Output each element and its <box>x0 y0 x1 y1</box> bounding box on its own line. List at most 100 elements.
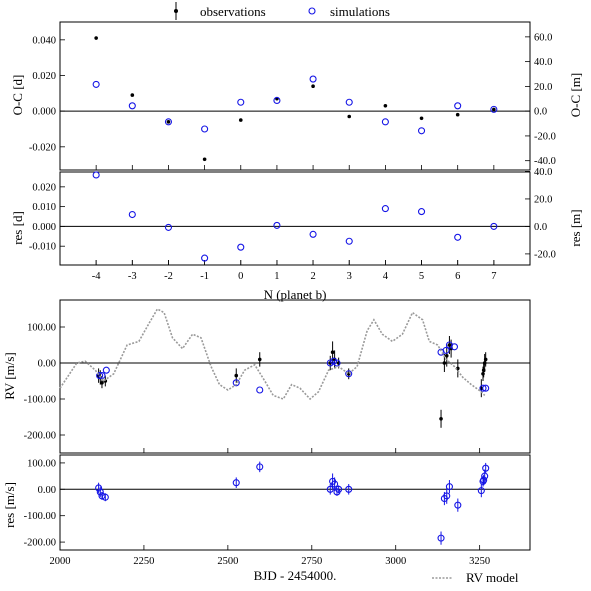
oc-simulation-point <box>273 96 281 105</box>
oc-simulation-point <box>237 98 245 106</box>
res-xtick-label: -4 <box>92 271 101 282</box>
res-xlabel: N (planet b) <box>264 287 327 302</box>
rvres-simulation-point <box>443 492 451 500</box>
rv-simulation-point <box>442 346 450 354</box>
oc-simulation-point <box>417 127 426 135</box>
rvres-ylabel: res [m/s] <box>2 482 17 528</box>
rv-simulation-point <box>450 343 459 351</box>
oc-observation-point <box>130 93 135 97</box>
rvres-ytick-label: 100.00 <box>27 458 56 469</box>
res-simulation-point <box>345 237 353 245</box>
res-xtick-label: 7 <box>491 271 496 282</box>
res-xtick-label: -1 <box>200 271 209 282</box>
rv-frame <box>59 299 531 454</box>
oc-right-ytick-label: 40.0 <box>534 57 552 68</box>
oc-frame <box>59 21 531 171</box>
oc-residual-panel: -0.010 0.000 0.010 0.020 -20.0 0.0 20.0 40.0 -4 -… <box>29 167 556 282</box>
oc-simulation-point <box>201 125 209 133</box>
legend-simulations-label: simulations <box>330 4 390 19</box>
rv-observation-point <box>481 372 485 376</box>
legend-observations-marker <box>174 9 178 13</box>
oc-right-ytick-label: 0.0 <box>534 107 547 118</box>
rv-simulation-point <box>482 384 490 392</box>
rvres-simulation-point <box>95 484 103 492</box>
res-right-ytick-label: 0.0 <box>534 222 547 233</box>
res-xtick-label: -2 <box>164 271 173 282</box>
oc-ytick-label: 0.040 <box>32 35 56 46</box>
oc-ytick-label: 0.000 <box>32 107 56 118</box>
rv-observation-point <box>234 373 239 378</box>
oc-ylabel: O-C [d] <box>10 75 25 116</box>
rvres-simulation-point <box>345 485 353 493</box>
oc-ytick-label: 0.020 <box>32 71 56 82</box>
res-simulation-point <box>454 233 462 241</box>
oc-observation-point <box>311 84 315 88</box>
res-simulation-point <box>92 171 100 179</box>
res-simulation-point <box>237 243 245 251</box>
rvres-simulation-point <box>481 472 489 480</box>
oc-observation-point <box>238 118 243 122</box>
res-frame <box>59 171 531 266</box>
rvres-simulation-point <box>437 534 445 542</box>
rv-observation-point <box>100 381 104 385</box>
rvres-xtick-label: 2500 <box>217 556 238 567</box>
res-simulation-point <box>309 230 317 238</box>
oc-simulation-point <box>164 118 173 126</box>
rvres-xtick-label: 2750 <box>301 556 322 567</box>
res-simulation-point <box>273 221 281 229</box>
res-xtick-label: 0 <box>238 271 243 282</box>
oc-simulation-point <box>381 118 389 126</box>
rvres-simulation-point <box>480 476 488 484</box>
rvres-simulation-point <box>331 480 339 488</box>
oc-simulation-point <box>309 75 317 83</box>
oc-right-ytick-label: -20.0 <box>534 131 556 142</box>
rvres-xtick-label: 3000 <box>385 556 406 567</box>
oc-observation-point <box>202 157 207 162</box>
oc-simulation-point <box>490 105 498 113</box>
rvres-ytick-label: 0.00 <box>38 485 56 496</box>
rvres-simulation-point <box>256 463 264 471</box>
res-xtick-label: 2 <box>310 271 315 282</box>
rvres-simulation-point <box>96 488 104 496</box>
oc-observation-point <box>166 120 171 124</box>
rv-observation-point <box>439 417 443 421</box>
oc-right-ytick-label: -40.0 <box>534 156 556 167</box>
res-xtick-label: 1 <box>274 271 279 282</box>
res-xtick-label: -3 <box>128 271 137 282</box>
res-right-ytick-label: -20.0 <box>534 249 556 260</box>
res-xtick-label: 3 <box>347 271 352 282</box>
rvres-simulation-point <box>454 501 462 509</box>
oc-observation-point <box>492 107 496 112</box>
oc-panel: -0.020 0.000 0.020 0.040 -40.0 -20.0 0.0 20.0 40… <box>29 21 556 171</box>
rv-simulation-point <box>96 372 104 380</box>
res-ytick-label: 0.000 <box>32 222 56 233</box>
res-simulation-point <box>417 208 426 216</box>
oc-right-ylabel: O-C [m] <box>568 73 583 117</box>
rv-simulation-point <box>330 357 338 365</box>
rv-simulation-point <box>333 359 341 367</box>
oc-observation-point <box>347 114 352 119</box>
res-simulation-point <box>490 222 498 230</box>
oc-observation-point <box>383 104 388 108</box>
rv-observation-point <box>257 357 262 362</box>
rv-panel: -200.00 -100.00 0.00 100.00 <box>24 299 531 454</box>
rvres-simulation-point <box>482 464 490 472</box>
legend-rv-model-label: RV model <box>466 570 519 585</box>
res-right-ytick-label: 20.0 <box>534 194 552 205</box>
oc-right-ytick-label: 20.0 <box>534 82 552 93</box>
res-simulation-point <box>381 205 389 213</box>
res-ytick-label: 0.010 <box>32 202 56 213</box>
rv-residual-panel: -200.00 -100.00 0.00 100.00 2000 2250 2500 2750… <box>24 454 531 567</box>
rvres-simulation-point <box>101 493 109 501</box>
res-ylabel: res [d] <box>10 211 25 245</box>
oc-observation-point <box>419 116 424 121</box>
rv-observation-point <box>442 361 447 365</box>
rvres-simulation-point <box>326 485 334 493</box>
legend: observations simulations RV model <box>174 2 519 585</box>
oc-simulation-point <box>345 98 353 106</box>
res-simulation-point <box>164 223 173 231</box>
rvres-xtick-label: 2250 <box>133 556 154 567</box>
res-simulation-point <box>128 210 136 219</box>
oc-simulation-point <box>454 102 462 110</box>
